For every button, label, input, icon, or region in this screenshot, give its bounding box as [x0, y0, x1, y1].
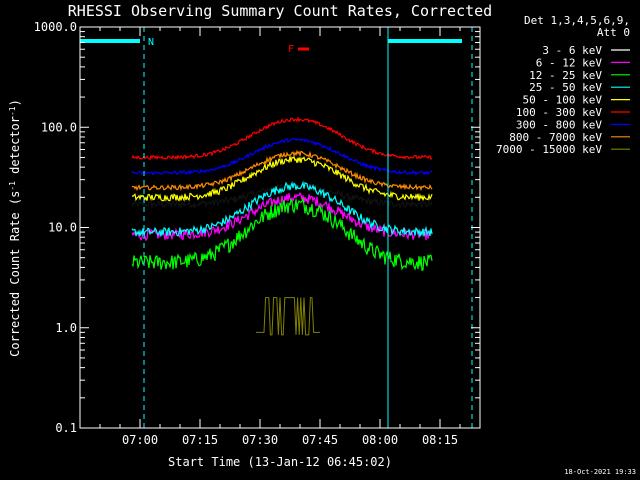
- legend-label: 50 - 100 keV: [523, 94, 603, 107]
- legend-label: 6 - 12 keV: [536, 56, 603, 69]
- x-tick-label: 07:30: [242, 433, 278, 447]
- series-line-300-800kev: [131, 137, 433, 176]
- y-axis-label-sup1: -1: [8, 181, 17, 191]
- series-line-800-7000kev: [131, 149, 433, 192]
- plot-frame: [79, 26, 481, 429]
- series-line-50-100kev: [131, 155, 433, 202]
- x-tick-label: 07:15: [182, 433, 218, 447]
- chart-title: RHESSI Observing Summary Count Rates, Co…: [68, 2, 492, 20]
- series-layer: [131, 116, 433, 336]
- legend-label: 300 - 800 keV: [516, 118, 602, 131]
- y-tick-label: 1.0: [55, 321, 77, 335]
- series-line-6-12kev: [131, 191, 433, 242]
- series-line-7000-15000-kev: [256, 297, 320, 336]
- y-axis-label-mid: detector: [8, 116, 22, 181]
- y-tick-label: 1000.0: [34, 20, 77, 34]
- legend-label: 100 - 300 keV: [516, 106, 602, 119]
- y-axis: 1000.0 100.0 10.0 1.0 0.1: [34, 20, 480, 435]
- generation-timestamp: 18-Oct-2021 19:33: [564, 468, 636, 476]
- legend-label: 7000 - 15000 keV: [496, 143, 602, 156]
- y-axis-label-suffix: ): [8, 99, 22, 106]
- legend-label: 3 - 6 keV: [542, 44, 602, 57]
- annotation-layer: NF: [80, 27, 473, 428]
- legend-label: 25 - 50 keV: [529, 81, 602, 94]
- legend-header-line2: Att 0: [597, 26, 630, 39]
- y-axis-label-sup2: -1: [8, 106, 17, 116]
- y-axis-label-prefix: Corrected Count Rate (s: [8, 191, 22, 357]
- y-tick-label: 0.1: [55, 421, 77, 435]
- x-tick-label: 07:45: [302, 433, 338, 447]
- x-tick-label: 08:00: [362, 433, 398, 447]
- series-line-3-6kev: [131, 181, 433, 210]
- x-tick-label: 07:00: [122, 433, 158, 447]
- night-label: N: [148, 37, 154, 48]
- y-tick-label: 10.0: [48, 221, 77, 235]
- flare-label: F: [288, 44, 294, 55]
- x-tick-label: 08:15: [422, 433, 458, 447]
- series-line-25-50kev: [131, 180, 433, 237]
- series-line-100-300kev: [131, 116, 433, 160]
- x-axis-label: Start Time (13-Jan-12 06:45:02): [168, 455, 392, 469]
- legend-label: 12 - 25 keV: [529, 69, 602, 82]
- series-line-12-25kev: [131, 197, 433, 272]
- legend-header-line1: Det 1,3,4,5,6,9,: [524, 14, 630, 27]
- y-tick-label: 100.0: [41, 120, 77, 134]
- x-axis: 07:00 07:15 07:30 07:45 08:00 08:15: [99, 27, 481, 447]
- legend-label: 800 - 7000 keV: [509, 131, 602, 144]
- y-axis-label: Corrected Count Rate (s-1 detector-1): [8, 99, 23, 357]
